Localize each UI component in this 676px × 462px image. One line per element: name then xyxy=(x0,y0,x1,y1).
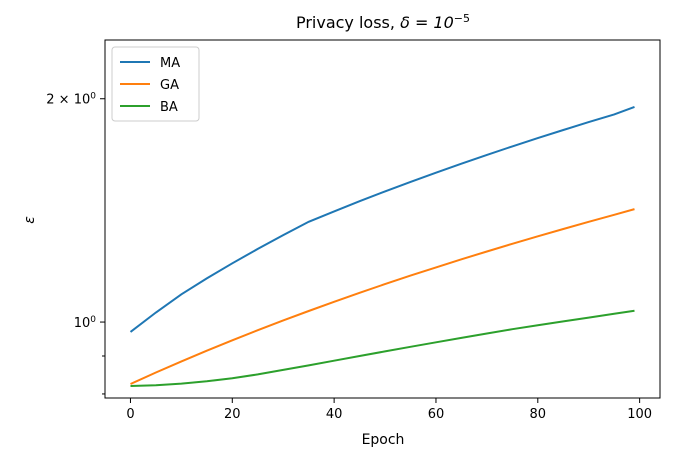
legend: MA GA BA xyxy=(111,46,200,122)
chart-title-exp: −5 xyxy=(454,12,470,25)
series-line-ma xyxy=(129,105,635,333)
y-tick-label: 2 × 100 xyxy=(46,92,96,108)
legend-label-ma: MA xyxy=(160,56,180,71)
chart-title: Privacy loss, δ = 10−5 xyxy=(296,12,470,33)
legend-label-ba: BA xyxy=(160,100,178,115)
series-line-ba xyxy=(130,309,635,387)
plot-frame xyxy=(104,39,661,399)
x-tick-label: 20 xyxy=(224,407,241,422)
x-tick-label: 0 xyxy=(126,407,134,422)
series-line-ga xyxy=(130,208,635,385)
chart-title-delta: δ = 10 xyxy=(400,13,454,32)
x-tick-label: 100 xyxy=(627,407,652,422)
legend-box xyxy=(111,46,200,122)
x-tick-label: 40 xyxy=(326,407,343,422)
x-tick-label: 80 xyxy=(530,407,547,422)
x-axis-label: Epoch xyxy=(362,432,405,448)
y-tick-label: 100 xyxy=(74,315,97,331)
y-axis-label: ε xyxy=(22,216,38,224)
x-tick-label: 60 xyxy=(428,407,445,422)
legend-label-ga: GA xyxy=(160,78,179,93)
chart-title-main: Privacy loss, xyxy=(296,13,400,32)
